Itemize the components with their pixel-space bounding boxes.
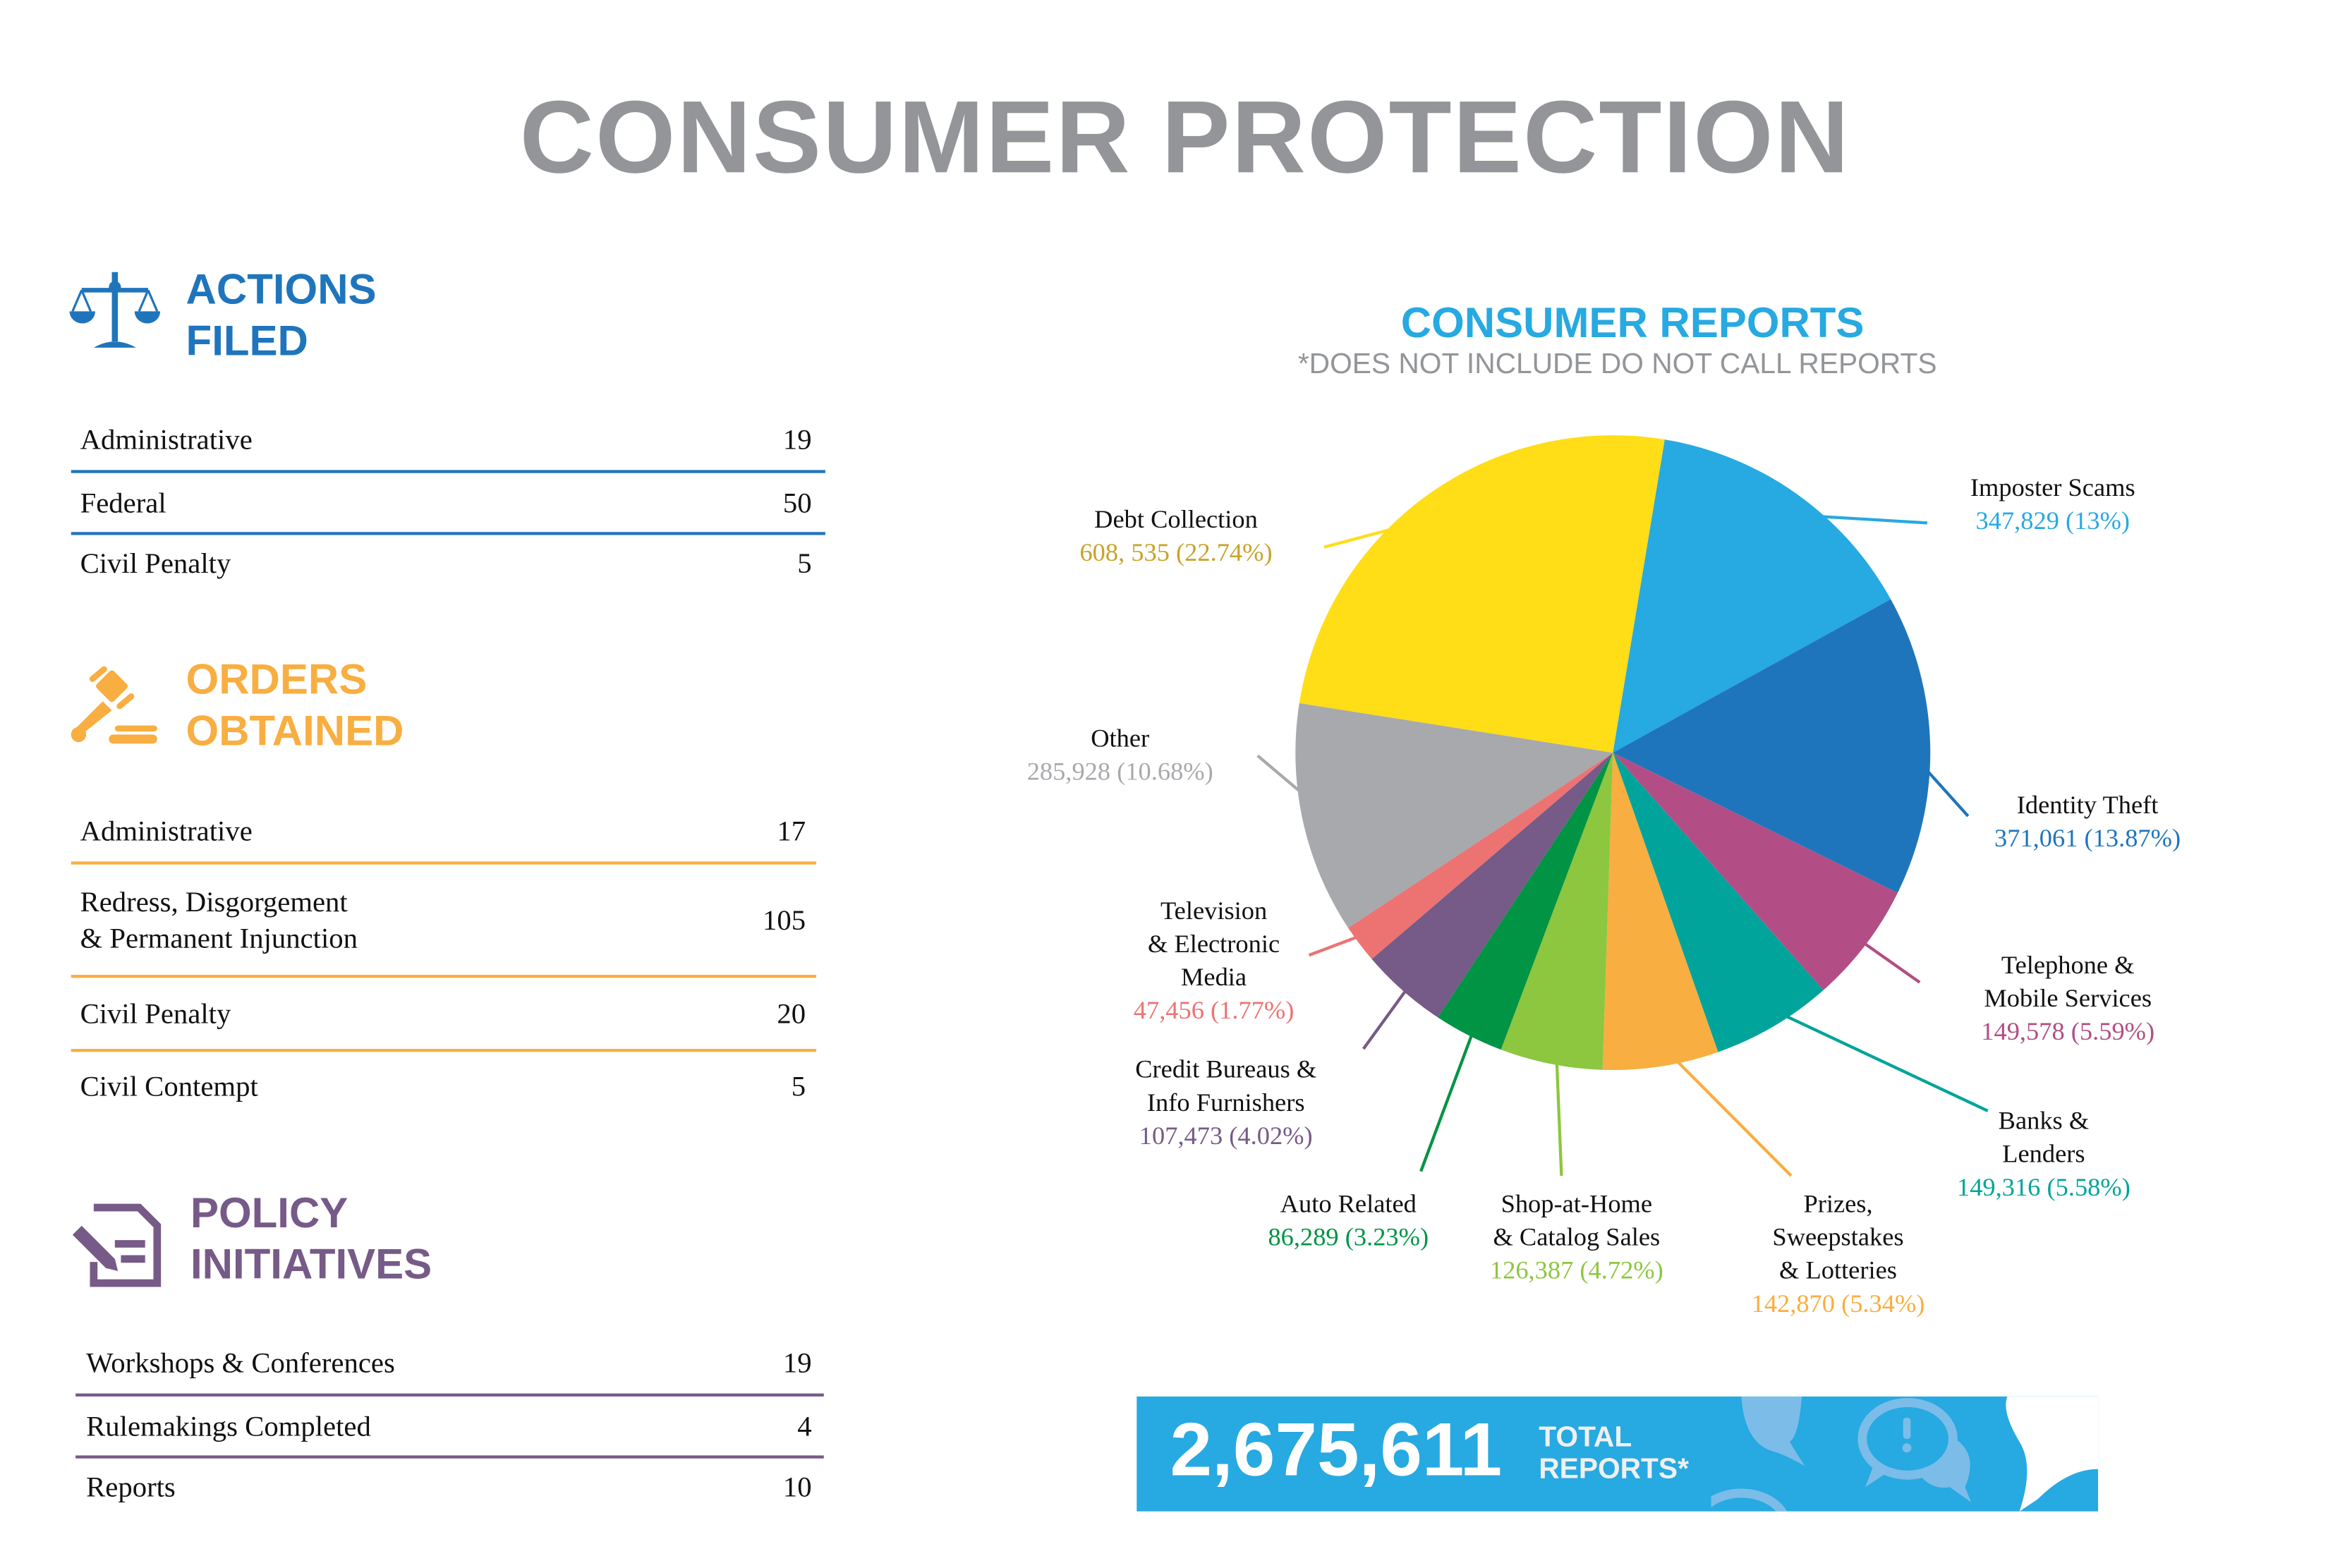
slice-name: Auto Related xyxy=(1280,1189,1417,1219)
slice-name: Debt Collection xyxy=(1094,504,1258,534)
policy-initiatives-heading: POLICY INITIATIVES xyxy=(190,1189,432,1288)
table-row: Administrative 19 xyxy=(80,425,812,457)
slice-label: Auto Related 86,289 (3.23%) xyxy=(1268,1188,1429,1254)
slice-name: Television xyxy=(1160,896,1268,925)
slice-value: 142,870 (5.34%) xyxy=(1751,1289,1925,1318)
pie-slice xyxy=(1295,703,1613,928)
slice-name: Mobile Services xyxy=(1984,983,2152,1013)
pie-slice xyxy=(1613,753,1824,1052)
leader-line xyxy=(1656,1040,1793,1177)
total-reports-value: 2,675,611 xyxy=(1170,1406,1503,1492)
slice-value: 86,289 (3.23%) xyxy=(1268,1222,1429,1252)
total-reports-label: TOTAL REPORTS* xyxy=(1539,1422,1689,1486)
slice-name: Lenders xyxy=(2002,1139,2085,1169)
table-row: Rulemakings Completed 4 xyxy=(86,1411,812,1444)
leader-line xyxy=(1554,1038,1563,1177)
slice-label: Telephone & Mobile Services 149,578 (5.59%… xyxy=(1981,949,2154,1049)
pie-slice xyxy=(1613,599,1931,893)
divider xyxy=(75,1455,824,1459)
slice-value: 126,387 (4.72%) xyxy=(1489,1256,1663,1285)
document-pencil-icon xyxy=(72,1203,162,1287)
table-row: Civil Penalty 20 xyxy=(80,999,806,1031)
slice-name: Info Furnishers xyxy=(1146,1088,1305,1117)
divider xyxy=(75,1393,824,1397)
slice-label: Prizes, Sweepstakes & Lotteries 142,870 (5.… xyxy=(1752,1188,1925,1321)
slice-name: Imposter Scams xyxy=(1970,473,2135,502)
slice-label: Other 285,928 (10.68%) xyxy=(1027,722,1213,789)
slice-name: Banks & xyxy=(1998,1106,2090,1136)
slice-value: 347,829 (13%) xyxy=(1975,506,2130,535)
slice-label: Imposter Scams 347,829 (13%) xyxy=(1970,472,2135,538)
table-row: Administrative 17 xyxy=(80,816,806,849)
slice-value: 107,473 (4.02%) xyxy=(1139,1121,1313,1150)
table-row: Reports 10 xyxy=(86,1471,812,1504)
divider xyxy=(71,470,825,473)
gavel-icon xyxy=(71,666,157,744)
slice-label: Television & Electronic Media 47,456 (1.77%… xyxy=(1134,894,1295,1028)
table-row: Civil Penalty 5 xyxy=(80,548,812,581)
slice-name: Credit Bureaus & xyxy=(1135,1055,1317,1084)
leader-line xyxy=(1903,744,1970,818)
chart-title: CONSUMER REPORTS xyxy=(1400,299,1865,346)
pie-slice xyxy=(1438,753,1613,1050)
leader-line xyxy=(1760,1002,1989,1112)
actions-filed-heading: ACTIONS FILED xyxy=(186,266,377,365)
leader-line xyxy=(1256,754,1329,816)
divider xyxy=(71,975,817,978)
scales-of-justice-icon xyxy=(69,272,161,348)
slice-name: Sweepstakes xyxy=(1772,1222,1904,1252)
divider xyxy=(71,861,817,865)
speech-bubbles-icon xyxy=(1711,1396,2099,1512)
leader-line xyxy=(1419,1011,1481,1172)
slice-name: Media xyxy=(1181,962,1247,992)
slice-name: & Catalog Sales xyxy=(1493,1222,1661,1252)
slice-name: Identity Theft xyxy=(2016,790,2159,820)
pie-slice xyxy=(1348,753,1613,959)
table-row: Federal 50 xyxy=(80,488,812,521)
slice-value: 47,456 (1.77%) xyxy=(1133,996,1295,1025)
slice-name: Other xyxy=(1091,724,1150,753)
slice-value: 149,316 (5.58%) xyxy=(1957,1172,2130,1202)
table-row: Redress, Disgorgement & Permanent Injunct… xyxy=(80,887,806,956)
pie-slice xyxy=(1613,753,1898,990)
slice-label: Credit Bureaus & Info Furnishers 107,473 (… xyxy=(1135,1053,1316,1153)
chart-subtitle: *DOES NOT INCLUDE DO NOT CALL REPORTS xyxy=(1297,348,1937,381)
leader-line xyxy=(1323,514,1443,549)
leader-line xyxy=(1781,512,1928,525)
slice-label: Shop-at-Home & Catalog Sales 126,387 (4.72… xyxy=(1490,1188,1663,1287)
slice-value: 608, 535 (22.74%) xyxy=(1079,537,1273,567)
pie-slice xyxy=(1501,753,1613,1070)
slice-name: Shop-at-Home xyxy=(1501,1189,1653,1219)
divider xyxy=(71,1049,817,1052)
table-row: Workshops & Conferences 19 xyxy=(86,1348,812,1380)
slice-value: 149,578 (5.59%) xyxy=(1981,1017,2155,1046)
pie-slice xyxy=(1371,753,1613,1018)
slice-label: Debt Collection 608, 535 (22.74%) xyxy=(1079,504,1272,570)
leader-line xyxy=(1362,971,1421,1050)
slice-value: 285,928 (10.68%) xyxy=(1026,757,1213,786)
table-row: Civil Contempt 5 xyxy=(80,1071,806,1104)
pie-slice xyxy=(1299,435,1665,753)
slice-name: Prizes, xyxy=(1803,1189,1873,1219)
pie-slice xyxy=(1602,753,1718,1071)
leader-line xyxy=(1308,927,1381,957)
slice-name: & Lotteries xyxy=(1779,1256,1897,1285)
slice-name: Telephone & xyxy=(2001,950,2135,980)
leader-line xyxy=(1844,928,1921,984)
slice-label: Banks & Lenders 149,316 (5.58%) xyxy=(1957,1105,2130,1204)
total-reports-banner: 2,675,611 TOTAL REPORTS* xyxy=(1136,1396,2099,1512)
slice-name: & Electronic xyxy=(1148,929,1280,959)
orders-obtained-heading: ORDERS OBTAINED xyxy=(186,655,404,755)
slice-value: 371,061 (13.87%) xyxy=(1994,823,2181,853)
page-title: CONSUMER PROTECTION xyxy=(519,80,1851,195)
divider xyxy=(71,532,825,535)
slice-label: Identity Theft 371,061 (13.87%) xyxy=(1994,789,2181,855)
